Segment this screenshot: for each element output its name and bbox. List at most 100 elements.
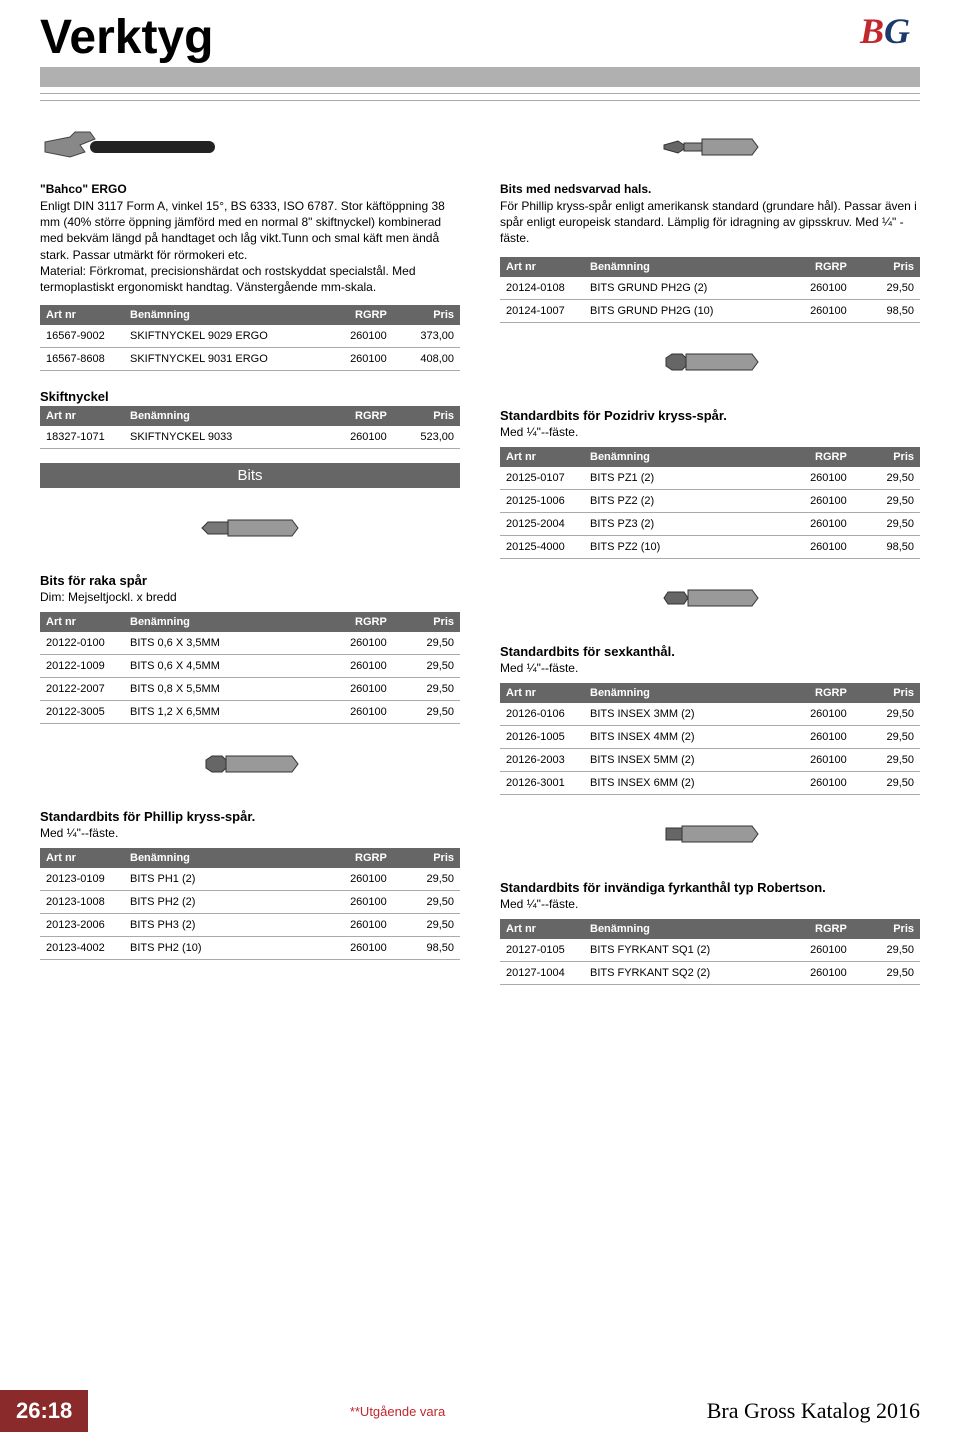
- th-pris: Pris: [853, 683, 920, 703]
- fyrk-table: Art nr Benämning RGRP Pris 20127-0105BIT…: [500, 919, 920, 985]
- table-row: 20123-2006BITS PH3 (2)26010029,50: [40, 914, 460, 937]
- table-cell: 260100: [326, 678, 393, 701]
- table-cell: 260100: [786, 725, 853, 748]
- table-cell: 29,50: [393, 632, 460, 655]
- th-ben: Benämning: [584, 919, 786, 939]
- left-column: "Bahco" ERGO Enligt DIN 3117 Form A, vin…: [40, 107, 460, 991]
- bits-category: Bits: [40, 463, 460, 488]
- table-row: 20124-0108BITS GRUND PH2G (2)26010029,50: [500, 277, 920, 300]
- bahco-title: "Bahco" ERGO: [40, 182, 460, 196]
- table-cell: 29,50: [853, 939, 920, 962]
- table-row: 20127-1004BITS FYRKANT SQ2 (2)26010029,5…: [500, 961, 920, 984]
- table-cell: 29,50: [853, 725, 920, 748]
- table-row: 20125-2004BITS PZ3 (2)26010029,50: [500, 512, 920, 535]
- table-cell: 260100: [326, 891, 393, 914]
- table-cell: 29,50: [853, 771, 920, 794]
- phillip-sub: Med ¼"--fäste.: [40, 826, 460, 840]
- bit-square-icon: [660, 818, 760, 850]
- th-ben: Benämning: [584, 257, 786, 277]
- table-cell: 29,50: [853, 512, 920, 535]
- th-art: Art nr: [500, 683, 584, 703]
- th-ben: Benämning: [124, 305, 326, 325]
- sex-table: Art nr Benämning RGRP Pris 20126-0106BIT…: [500, 683, 920, 795]
- table-cell: 260100: [326, 426, 393, 449]
- table-cell: 260100: [326, 701, 393, 724]
- bit-pozi-icon: [660, 346, 760, 378]
- gray-bar: [40, 67, 920, 87]
- raka-table: Art nr Benämning RGRP Pris 20122-0100BIT…: [40, 612, 460, 724]
- th-art: Art nr: [40, 612, 124, 632]
- table-cell: 260100: [326, 655, 393, 678]
- bit-fyrk-image: [500, 807, 920, 862]
- phillip-heading: Standardbits för Phillip kryss-spår.: [40, 809, 460, 824]
- logo-b: B: [860, 11, 884, 51]
- page-footer: 26:18 **Utgående vara Bra Gross Katalog …: [0, 1390, 960, 1444]
- table-cell: 29,50: [853, 961, 920, 984]
- table-cell: 29,50: [393, 655, 460, 678]
- page-header: Verktyg BG: [0, 0, 960, 65]
- table-row: 16567-9002SKIFTNYCKEL 9029 ERGO260100373…: [40, 325, 460, 348]
- table-cell: BITS INSEX 6MM (2): [584, 771, 786, 794]
- table-cell: 20123-2006: [40, 914, 124, 937]
- bahco-desc: Enligt DIN 3117 Form A, vinkel 15°, BS 6…: [40, 198, 460, 295]
- logo-g: G: [884, 11, 910, 51]
- table-cell: 20126-3001: [500, 771, 584, 794]
- table-row: 18327-1071SKIFTNYCKEL 9033260100523,00: [40, 426, 460, 449]
- table-cell: 20127-1004: [500, 961, 584, 984]
- table-cell: 29,50: [393, 914, 460, 937]
- right-column: Bits med nedsvarvad hals. För Phillip kr…: [500, 107, 920, 991]
- neds-desc: För Phillip kryss-spår enligt amerikansk…: [500, 198, 920, 247]
- table-cell: SKIFTNYCKEL 9029 ERGO: [124, 325, 326, 348]
- table-row: 20126-2003BITS INSEX 5MM (2)26010029,50: [500, 748, 920, 771]
- bit-phillip-icon: [200, 748, 300, 780]
- table-row: 20122-0100BITS 0,6 X 3,5MM26010029,50: [40, 632, 460, 655]
- phillip-table: Art nr Benämning RGRP Pris 20123-0109BIT…: [40, 848, 460, 960]
- table-cell: BITS 0,6 X 4,5MM: [124, 655, 326, 678]
- table-row: 20123-0109BITS PH1 (2)26010029,50: [40, 868, 460, 891]
- th-art: Art nr: [500, 447, 584, 467]
- table-row: 20125-4000BITS PZ2 (10)26010098,50: [500, 535, 920, 558]
- table-cell: 260100: [786, 771, 853, 794]
- wrench-icon: [40, 127, 220, 167]
- table-row: 20127-0105BITS FYRKANT SQ1 (2)26010029,5…: [500, 939, 920, 962]
- bahco-table: Art nr Benämning RGRP Pris 16567-9002SKI…: [40, 305, 460, 371]
- table-cell: BITS INSEX 3MM (2): [584, 703, 786, 726]
- table-cell: 20126-2003: [500, 748, 584, 771]
- table-cell: 260100: [326, 914, 393, 937]
- bit-neds-image: [500, 119, 920, 174]
- fyrk-sub: Med ¼"--fäste.: [500, 897, 920, 911]
- page-title: Verktyg: [40, 10, 213, 65]
- table-cell: 98,50: [853, 535, 920, 558]
- table-row: 16567-8608SKIFTNYCKEL 9031 ERGO260100408…: [40, 348, 460, 371]
- table-cell: SKIFTNYCKEL 9031 ERGO: [124, 348, 326, 371]
- table-cell: BITS PZ1 (2): [584, 467, 786, 490]
- table-cell: 18327-1071: [40, 426, 124, 449]
- table-cell: 29,50: [393, 701, 460, 724]
- table-cell: BITS FYRKANT SQ1 (2): [584, 939, 786, 962]
- table-row: 20126-1005BITS INSEX 4MM (2)26010029,50: [500, 725, 920, 748]
- table-cell: 20125-0107: [500, 467, 584, 490]
- table-cell: 260100: [786, 748, 853, 771]
- table-cell: 98,50: [393, 937, 460, 960]
- th-ben: Benämning: [124, 848, 326, 868]
- table-cell: 20122-3005: [40, 701, 124, 724]
- table-cell: 260100: [326, 325, 393, 348]
- table-cell: 29,50: [853, 748, 920, 771]
- th-art: Art nr: [40, 848, 124, 868]
- th-pris: Pris: [393, 305, 460, 325]
- th-rgrp: RGRP: [786, 447, 853, 467]
- table-row: 20123-4002BITS PH2 (10)26010098,50: [40, 937, 460, 960]
- table-cell: 29,50: [853, 277, 920, 300]
- skift-heading: Skiftnyckel: [40, 389, 460, 404]
- table-cell: 20126-1005: [500, 725, 584, 748]
- table-cell: 20122-2007: [40, 678, 124, 701]
- rule: [40, 93, 920, 94]
- pozi-sub: Med ¼"--fäste.: [500, 425, 920, 439]
- pozi-heading: Standardbits för Pozidriv kryss-spår.: [500, 408, 920, 423]
- table-cell: 20125-4000: [500, 535, 584, 558]
- table-cell: 29,50: [853, 467, 920, 490]
- table-cell: 29,50: [393, 678, 460, 701]
- table-cell: BITS FYRKANT SQ2 (2): [584, 961, 786, 984]
- table-row: 20122-1009BITS 0,6 X 4,5MM26010029,50: [40, 655, 460, 678]
- table-cell: BITS 0,8 X 5,5MM: [124, 678, 326, 701]
